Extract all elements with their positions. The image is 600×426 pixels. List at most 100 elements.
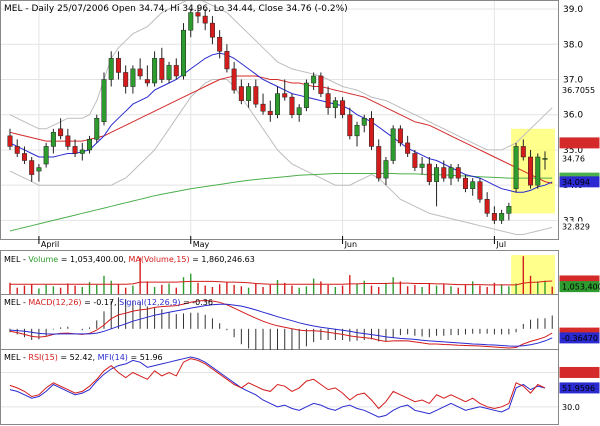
- candle-body: [289, 96, 295, 115]
- candle-body: [383, 160, 389, 179]
- candle-body: [412, 153, 418, 168]
- sma-blue-line: [9, 52, 553, 193]
- price-tick-label: 33.0: [563, 216, 583, 226]
- candle-body: [144, 79, 150, 84]
- candle-body: [434, 167, 440, 182]
- candle-body: [195, 12, 201, 17]
- candle-body: [318, 75, 324, 94]
- candle-body: [405, 142, 411, 154]
- candle-body: [152, 58, 158, 84]
- candle-body: [347, 114, 353, 137]
- candle-body: [253, 86, 259, 105]
- bollinger-lower-line: [9, 79, 553, 235]
- mfi-line: [9, 356, 546, 418]
- candle-body: [231, 68, 237, 91]
- candle-body: [303, 82, 309, 108]
- price-value-tag-label: 34.76: [562, 154, 585, 163]
- rsi-value-tag: [559, 366, 600, 378]
- candle-body: [260, 103, 266, 112]
- candle-body: [441, 167, 447, 179]
- candle-body: [209, 22, 215, 38]
- candle-body: [354, 125, 360, 137]
- month-label: Jul: [495, 240, 506, 249]
- candle-body: [419, 163, 425, 168]
- header-info: - Daily 25/07/2006 Open 34.74, Hi 34.96,…: [22, 4, 347, 14]
- macd-legend: MEL - MACD(12,26) = -0.17, Signal(12,26,…: [4, 298, 213, 307]
- candle-body: [397, 128, 403, 144]
- candle-body: [528, 156, 534, 186]
- price-panel: [0, 0, 559, 240]
- month-label: May: [193, 240, 210, 249]
- price-value-tag: [560, 221, 599, 232]
- candle-body: [130, 68, 136, 87]
- sma-long-green-line: [9, 173, 553, 232]
- macd-legend-value: -0.17: [93, 298, 114, 307]
- rsi-legend-label: RSI(15): [28, 353, 57, 362]
- candle-body: [123, 72, 129, 87]
- candle-body: [296, 107, 302, 115]
- candle-body: [535, 156, 541, 186]
- sma-red-line: [9, 75, 553, 184]
- price-value-tag: [560, 84, 599, 95]
- candle-body: [101, 79, 107, 123]
- signal-legend-label: Signal(12,26,9): [119, 298, 180, 307]
- rsi-line: [9, 358, 546, 410]
- candle-body: [477, 181, 483, 200]
- candle-body: [267, 110, 273, 115]
- candle-body: [325, 93, 331, 108]
- candle-body: [311, 75, 317, 84]
- candle-body: [491, 213, 497, 221]
- header-symbol: MEL: [4, 4, 22, 14]
- candle-body: [368, 117, 374, 147]
- rsi-value-tag-label: 30.0: [562, 403, 580, 412]
- price-tick-label: 39.0: [563, 5, 583, 15]
- macd-legend-symbol: MEL: [4, 298, 21, 307]
- rsi-value-tag: [560, 401, 599, 412]
- candle-body: [43, 146, 49, 165]
- bollinger-upper-line: [9, 1, 553, 151]
- chart-header: MEL - Daily 25/07/2006 Open 34.74, Hi 34…: [4, 4, 348, 14]
- rsi-value-tag: [559, 382, 600, 394]
- price-value-tag-label: 34.094: [562, 178, 590, 187]
- volume-ma-value: 1,860,246.63: [201, 255, 254, 264]
- candle-body: [376, 146, 382, 179]
- macd-line: [9, 299, 553, 349]
- candle-body: [87, 139, 93, 151]
- candle-body: [282, 93, 288, 98]
- price-value-tag-label: 32.829: [562, 222, 590, 231]
- candle-body: [21, 153, 27, 161]
- candle-body: [58, 128, 64, 137]
- volume-legend-symbol: MEL: [4, 255, 21, 264]
- candle-body: [275, 93, 280, 115]
- candle-body: [217, 36, 223, 52]
- candle-body: [166, 65, 172, 80]
- candle-body: [340, 100, 346, 115]
- candle-body: [448, 167, 454, 179]
- candle-body: [224, 51, 230, 70]
- macd-panel: [0, 294, 559, 350]
- candle-body: [108, 58, 114, 80]
- rsi-value-tag-label: 51.9596: [562, 384, 595, 393]
- candle-body: [246, 86, 252, 101]
- candle-body: [7, 135, 13, 147]
- candle-body: [455, 167, 461, 179]
- candle-body: [65, 135, 71, 147]
- candle-body: [499, 213, 505, 221]
- rsi-legend-value: 52.42: [70, 353, 93, 362]
- mfi-legend-label: MFI(14): [98, 353, 128, 362]
- price-value-tag: [560, 153, 599, 164]
- mfi-legend-value: 51.96: [140, 353, 163, 362]
- price-tick-label: 37.0: [563, 75, 583, 85]
- candle-body: [470, 181, 476, 189]
- candle-body: [115, 58, 121, 73]
- price-tick-label: 36.0: [563, 111, 583, 121]
- price-value-tag: [559, 137, 600, 149]
- signal-legend-value: -0.36: [192, 298, 213, 307]
- volume-value-tag: [559, 281, 600, 293]
- candle-body: [159, 58, 165, 80]
- candle-body: [137, 68, 143, 77]
- candle-body: [29, 160, 35, 175]
- volume-legend-value: 1,053,400.00: [70, 255, 123, 264]
